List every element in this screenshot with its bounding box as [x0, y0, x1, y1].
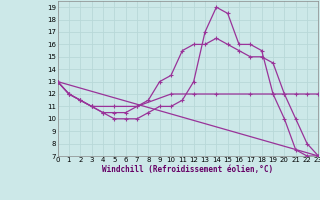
X-axis label: Windchill (Refroidissement éolien,°C): Windchill (Refroidissement éolien,°C): [102, 165, 274, 174]
